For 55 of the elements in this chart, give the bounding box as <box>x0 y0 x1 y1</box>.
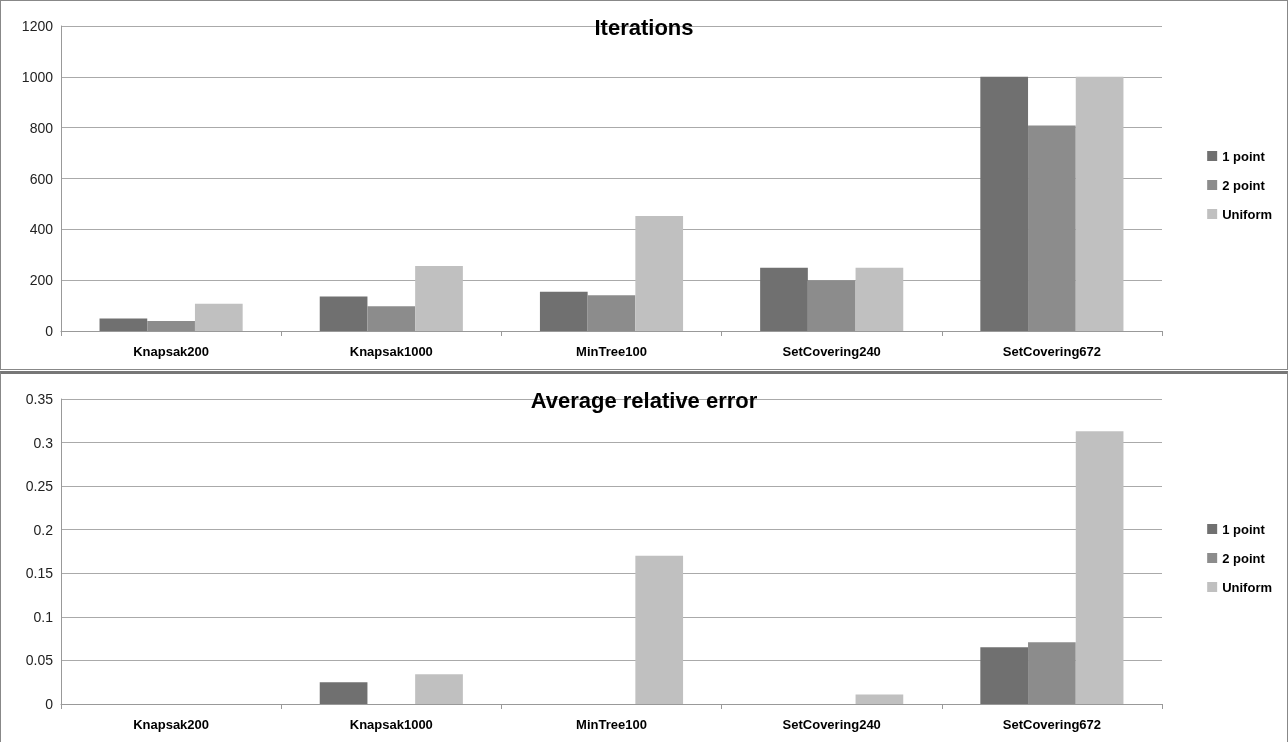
y-tick-label: 0.2 <box>33 521 54 538</box>
x-tick-label: MinTree100 <box>576 717 647 732</box>
y-tick-label: 0.35 <box>25 391 54 407</box>
y-tick-label: 0.3 <box>33 434 54 451</box>
x-tick-label: Knapsak200 <box>133 717 210 732</box>
y-tick-label: 0.25 <box>25 478 54 495</box>
bar <box>855 267 904 331</box>
bar <box>1075 431 1124 704</box>
x-tick-label: SetCovering240 <box>782 717 881 732</box>
x-tick-label: MinTree100 <box>576 344 647 359</box>
y-tick-label: 0.05 <box>25 652 54 669</box>
bar <box>194 303 243 331</box>
legend-label: 2 point <box>1222 550 1266 566</box>
bar <box>415 674 463 704</box>
bar <box>980 647 1029 704</box>
bar <box>635 555 684 704</box>
bar <box>99 318 148 331</box>
bar <box>980 76 1029 331</box>
y-tick-label: 0 <box>45 696 54 712</box>
x-tick-label: SetCovering672 <box>1002 717 1102 732</box>
y-tick-label: 1200 <box>21 18 54 34</box>
legend-label: Uniform <box>1222 206 1273 222</box>
bar <box>367 306 416 331</box>
x-tick-label: SetCovering240 <box>782 344 881 359</box>
bar <box>807 280 856 331</box>
chart-title: Average relative error <box>530 387 758 413</box>
y-tick-label: 0.15 <box>25 565 54 582</box>
x-tick-label: Knapsak1000 <box>349 344 433 359</box>
bar <box>587 295 636 331</box>
y-tick-label: 800 <box>29 119 54 136</box>
x-tick-label: Knapsak200 <box>133 344 210 359</box>
bar <box>539 291 588 331</box>
x-tick-label: SetCovering672 <box>1002 344 1102 359</box>
bar <box>319 296 368 331</box>
x-tick-label: Knapsak1000 <box>349 717 433 732</box>
bar <box>319 682 368 704</box>
y-tick-label: 400 <box>29 221 54 238</box>
y-tick-label: 1000 <box>21 68 54 85</box>
legend-label: 2 point <box>1222 177 1266 193</box>
legend-label: Uniform <box>1222 579 1273 595</box>
bar <box>415 265 463 331</box>
bar <box>1028 125 1076 331</box>
chart-title: Iterations <box>594 14 694 40</box>
legend-label: 1 point <box>1222 148 1266 164</box>
y-tick-label: 200 <box>29 272 54 289</box>
bar <box>1075 76 1124 331</box>
bar <box>147 321 195 331</box>
legend-label: 1 point <box>1222 521 1266 537</box>
bar <box>635 216 684 331</box>
y-tick-label: 600 <box>29 170 54 187</box>
bar <box>855 694 904 704</box>
y-tick-label: 0.1 <box>33 608 54 625</box>
bar <box>1028 642 1076 704</box>
y-tick-label: 0 <box>45 323 54 339</box>
bar <box>760 267 808 331</box>
